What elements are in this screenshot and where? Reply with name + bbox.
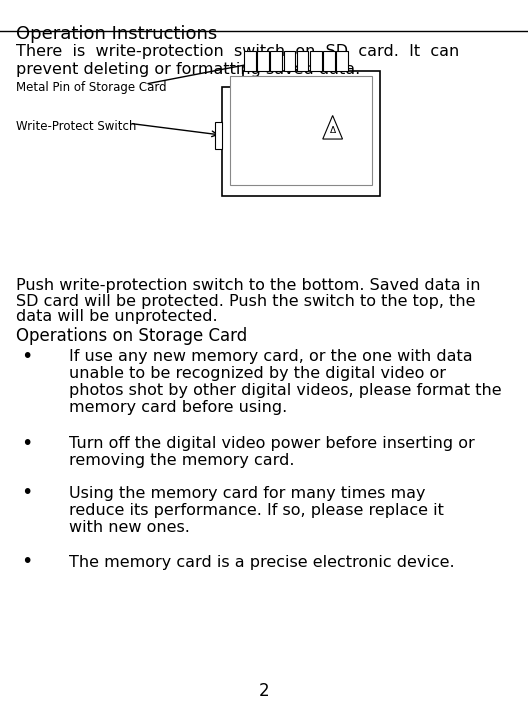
Text: If use any new memory card, or the one with data: If use any new memory card, or the one w… xyxy=(69,349,472,364)
Text: data will be unprotected.: data will be unprotected. xyxy=(16,309,218,324)
Text: There  is  write-protection  switch  on  SD  card.  It  can: There is write-protection switch on SD c… xyxy=(16,44,459,59)
Text: Δ: Δ xyxy=(329,126,336,135)
Polygon shape xyxy=(323,116,343,139)
Text: •: • xyxy=(21,434,32,453)
Text: Operation Instructions: Operation Instructions xyxy=(16,25,217,43)
Text: Operations on Storage Card: Operations on Storage Card xyxy=(16,327,247,344)
Bar xyxy=(215,122,222,149)
Text: removing the memory card.: removing the memory card. xyxy=(69,453,294,468)
Text: Write-Protect Switch: Write-Protect Switch xyxy=(16,120,136,133)
Text: Metal Pin of Storage Card: Metal Pin of Storage Card xyxy=(16,81,166,93)
Text: with new ones.: with new ones. xyxy=(69,520,190,535)
Bar xyxy=(244,51,256,71)
Polygon shape xyxy=(222,71,380,196)
Text: SD card will be protected. Push the switch to the top, the: SD card will be protected. Push the swit… xyxy=(16,294,475,309)
Bar xyxy=(310,51,322,71)
Bar xyxy=(257,51,269,71)
Text: Turn off the digital video power before inserting or: Turn off the digital video power before … xyxy=(69,436,474,451)
Bar xyxy=(230,76,372,185)
Text: •: • xyxy=(21,552,32,571)
Text: Using the memory card for many times may: Using the memory card for many times may xyxy=(69,486,425,501)
Text: The memory card is a precise electronic device.: The memory card is a precise electronic … xyxy=(69,555,454,570)
Text: unable to be recognized by the digital video or: unable to be recognized by the digital v… xyxy=(69,366,446,381)
Text: photos shot by other digital videos, please format the: photos shot by other digital videos, ple… xyxy=(69,383,501,398)
Text: •: • xyxy=(21,483,32,503)
Text: •: • xyxy=(21,347,32,366)
Text: memory card before using.: memory card before using. xyxy=(69,399,287,415)
Text: prevent deleting or formatting saved data.: prevent deleting or formatting saved dat… xyxy=(16,62,360,77)
Bar xyxy=(284,51,295,71)
Bar xyxy=(270,51,282,71)
Text: reduce its performance. If so, please replace it: reduce its performance. If so, please re… xyxy=(69,503,444,518)
Bar xyxy=(297,51,308,71)
Text: Push write-protection switch to the bottom. Saved data in: Push write-protection switch to the bott… xyxy=(16,278,480,293)
Text: 2: 2 xyxy=(259,682,269,700)
Bar xyxy=(336,51,348,71)
Bar xyxy=(323,51,335,71)
